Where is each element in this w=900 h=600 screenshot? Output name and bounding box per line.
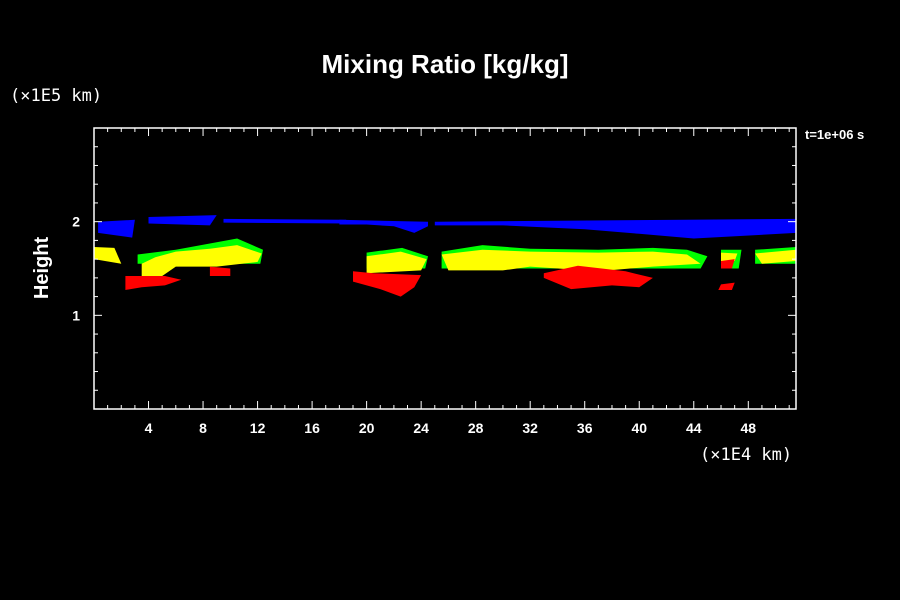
region-2-5 xyxy=(755,249,796,264)
y-unit-label: (×1E5 km) xyxy=(10,86,102,106)
x-unit-label: (×1E4 km) xyxy=(700,445,792,465)
x-tick-label: 36 xyxy=(577,420,593,436)
region-2-2 xyxy=(366,251,427,274)
region-3-4 xyxy=(721,259,735,269)
x-tick-label: 44 xyxy=(686,420,702,436)
x-tick-label: 48 xyxy=(741,420,757,436)
mixing-ratio-regions xyxy=(94,215,796,297)
region-0-0 xyxy=(98,219,135,238)
x-tick-label: 32 xyxy=(522,420,538,436)
region-0-4 xyxy=(434,218,796,239)
plot-frame xyxy=(93,127,797,410)
x-tick-label: 24 xyxy=(413,420,429,436)
region-0-3 xyxy=(339,219,428,233)
region-3-1 xyxy=(209,266,231,276)
x-tick-label: 16 xyxy=(304,420,320,436)
x-tick-label: 40 xyxy=(631,420,647,436)
x-tick-label: 20 xyxy=(359,420,375,436)
region-2-4 xyxy=(721,252,738,261)
y-tick-label: 2 xyxy=(72,214,80,230)
x-tick-label: 12 xyxy=(250,420,266,436)
region-2-0 xyxy=(94,247,122,264)
region-3-5 xyxy=(718,282,735,290)
region-3-2 xyxy=(353,271,422,297)
region-2-1 xyxy=(141,245,262,276)
x-tick-label: 8 xyxy=(199,420,207,436)
region-2-3 xyxy=(441,249,701,272)
x-tick-label: 4 xyxy=(145,420,153,436)
x-tick-label: 28 xyxy=(468,420,484,436)
region-0-2 xyxy=(223,218,347,224)
y-axis-title: Height xyxy=(31,237,53,300)
chart-title: Mixing Ratio [kg/kg] xyxy=(322,49,569,79)
time-label: t=1e+06 s xyxy=(805,127,864,142)
region-3-0 xyxy=(125,276,182,290)
region-0-1 xyxy=(148,215,217,226)
y-tick-label: 1 xyxy=(72,307,80,323)
region-3-3 xyxy=(543,265,653,290)
